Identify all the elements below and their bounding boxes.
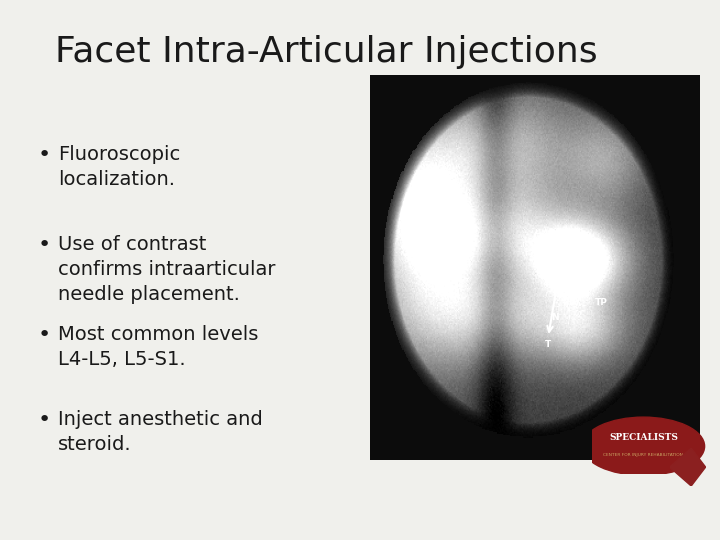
Text: •: •: [38, 325, 51, 345]
Text: P: P: [568, 298, 575, 307]
Text: TP: TP: [595, 298, 607, 307]
Text: •: •: [38, 145, 51, 165]
Text: T: T: [545, 340, 551, 349]
Text: Fluoroscopic
localization.: Fluoroscopic localization.: [58, 145, 180, 189]
Text: Facet Intra-Articular Injections: Facet Intra-Articular Injections: [55, 35, 598, 69]
Text: •: •: [38, 410, 51, 430]
Text: I  S: I S: [545, 279, 561, 287]
Polygon shape: [670, 448, 706, 486]
Text: •: •: [38, 235, 51, 255]
Text: CENTER FOR INJURY REHABILITATION: CENTER FOR INJURY REHABILITATION: [603, 454, 683, 457]
Text: Most common levels
L4-L5, L5-S1.: Most common levels L4-L5, L5-S1.: [58, 325, 258, 369]
Ellipse shape: [582, 417, 705, 475]
Text: Use of contrast
confirms intraarticular
needle placement.: Use of contrast confirms intraarticular …: [58, 235, 276, 304]
Text: N: N: [552, 313, 559, 322]
Text: Inject anesthetic and
steroid.: Inject anesthetic and steroid.: [58, 410, 263, 454]
Text: SPECIALISTS: SPECIALISTS: [609, 434, 678, 442]
